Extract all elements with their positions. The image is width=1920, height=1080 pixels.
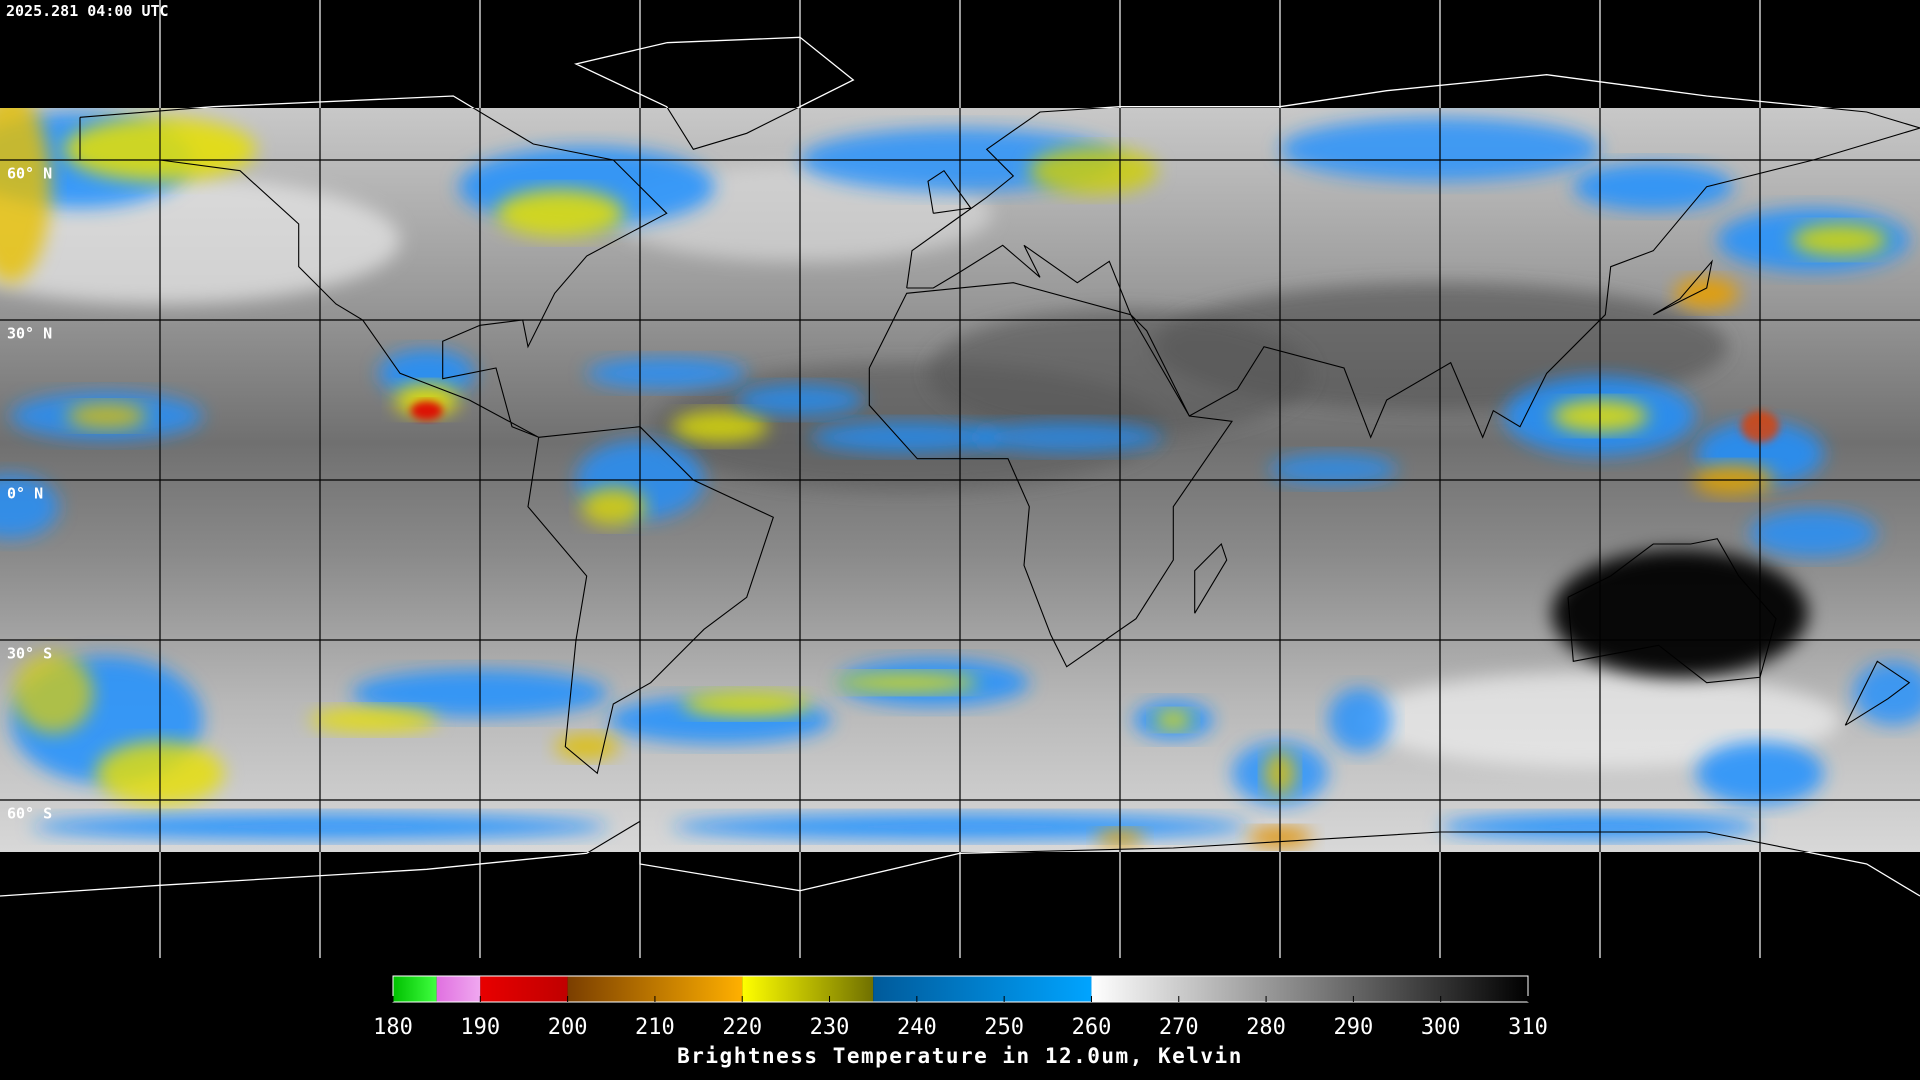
latitude-labels: 60° N 30° N 0° N 30° S 60° S [7, 165, 52, 823]
colorbar-segment [742, 976, 874, 1002]
cloud [394, 384, 459, 416]
colorbar-title: Brightness Temperature in 12.0um, Kelvin [677, 1044, 1243, 1068]
latitude-label: 60° N [7, 165, 52, 183]
cloud [682, 691, 811, 717]
latitude-label: 60° S [7, 805, 52, 823]
colorbar-segment [480, 976, 568, 1002]
cloud [378, 349, 475, 398]
cloud [0, 176, 400, 304]
cloud [970, 421, 1163, 454]
cloud [1749, 509, 1878, 558]
colorbar-tick-label: 300 [1421, 1015, 1461, 1040]
colorbar-segment [873, 976, 1092, 1002]
cloud [672, 410, 768, 443]
colorbar-frame [392, 975, 1529, 1003]
colorbar-segment [393, 976, 437, 1002]
coastlines-inner [79, 108, 1920, 852]
grid-inner [0, 0, 1920, 958]
cloud [1328, 688, 1392, 752]
cloud [581, 487, 646, 526]
cloud [1029, 146, 1158, 195]
colorbar-segment [1091, 976, 1528, 1002]
cloud [1573, 162, 1734, 211]
latitude-label: 30° N [7, 325, 52, 343]
colorbar-tick-label: 200 [548, 1015, 588, 1040]
cloud [554, 733, 619, 760]
timestamp: 2025.281 04:00 UTC [6, 2, 169, 20]
colorbar-tick-label: 260 [1072, 1015, 1112, 1040]
cloud [1154, 710, 1193, 730]
cloud [410, 401, 443, 421]
coastline [79, 108, 1920, 852]
latitude-label: 30° S [7, 645, 52, 663]
colorbar-tick-label: 270 [1159, 1015, 1199, 1040]
colorbar-tick-label: 250 [984, 1015, 1024, 1040]
colorbar-tick-label: 240 [897, 1015, 937, 1040]
clouds [0, 108, 1920, 847]
cloud [1674, 277, 1739, 310]
cloud [810, 421, 1003, 454]
cloud [66, 403, 147, 429]
cloud [586, 357, 747, 390]
colorbar-tick-label: 280 [1246, 1015, 1286, 1040]
cloud [0, 474, 59, 539]
cloud [309, 707, 438, 733]
colorbar-tick-label: 180 [373, 1015, 413, 1040]
latitude-label: 0° N [7, 485, 43, 503]
colorbar: 180 190 200 210 220 230 240 250 260 270 280 290 300 3… [373, 975, 1548, 1040]
colorbar-tick-label: 230 [810, 1015, 850, 1040]
cloud [834, 673, 979, 693]
cloud [1792, 224, 1888, 256]
colorbar-segment [436, 976, 481, 1002]
cloud [13, 653, 94, 734]
colorbar-tick-label: 290 [1334, 1015, 1374, 1040]
cloud [496, 189, 624, 238]
cloud [0, 108, 51, 283]
imagery [0, 0, 1920, 958]
colorbar-tick-label: 190 [460, 1015, 500, 1040]
colorbar-tick-label: 310 [1508, 1015, 1548, 1040]
colorbar-tick-label: 210 [635, 1015, 675, 1040]
colorbar-tick-label: 220 [722, 1015, 762, 1040]
cloud [1269, 453, 1398, 486]
